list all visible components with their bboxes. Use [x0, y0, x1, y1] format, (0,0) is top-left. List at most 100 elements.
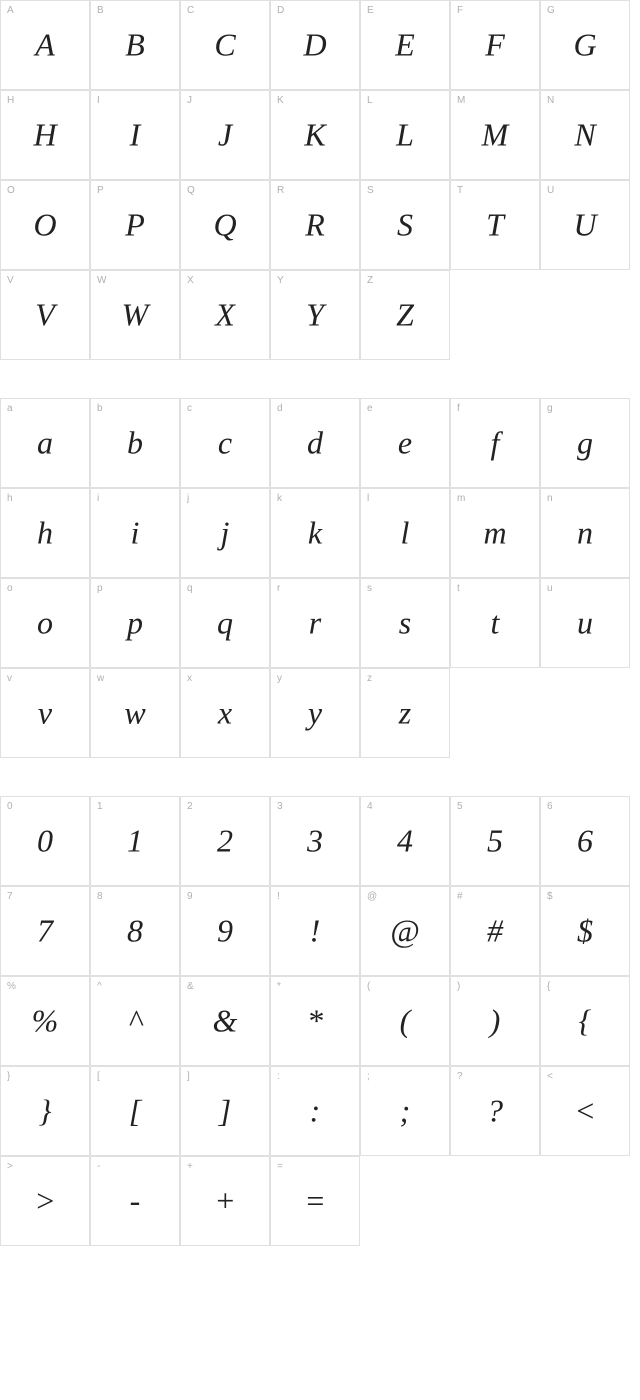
- glyph-cell[interactable]: GG: [540, 0, 630, 90]
- glyph-cell[interactable]: AA: [0, 0, 90, 90]
- glyph-display: H: [33, 117, 56, 154]
- glyph-cell[interactable]: NN: [540, 90, 630, 180]
- glyph-cell[interactable]: oo: [0, 578, 90, 668]
- glyph-label: <: [547, 1071, 553, 1082]
- glyph-cell[interactable]: <<: [540, 1066, 630, 1156]
- glyph-cell[interactable]: MM: [450, 90, 540, 180]
- glyph-cell[interactable]: KK: [270, 90, 360, 180]
- glyph-cell[interactable]: uu: [540, 578, 630, 668]
- glyph-cell[interactable]: TT: [450, 180, 540, 270]
- glyph-cell[interactable]: ^^: [90, 976, 180, 1066]
- glyph-cell[interactable]: aa: [0, 398, 90, 488]
- glyph-label: #: [457, 891, 463, 902]
- glyph-cell[interactable]: YY: [270, 270, 360, 360]
- glyph-cell[interactable]: 11: [90, 796, 180, 886]
- glyph-cell[interactable]: DD: [270, 0, 360, 90]
- glyph-cell[interactable]: @@: [360, 886, 450, 976]
- glyph-cell[interactable]: **: [270, 976, 360, 1066]
- glyph-display: 1: [127, 823, 143, 860]
- glyph-cell[interactable]: {{: [540, 976, 630, 1066]
- glyph-cell[interactable]: 22: [180, 796, 270, 886]
- glyph-cell[interactable]: mm: [450, 488, 540, 578]
- glyph-label: F: [457, 5, 463, 16]
- glyph-cell[interactable]: 00: [0, 796, 90, 886]
- glyph-cell[interactable]: II: [90, 90, 180, 180]
- glyph-cell[interactable]: ##: [450, 886, 540, 976]
- glyph-cell[interactable]: ff: [450, 398, 540, 488]
- glyph-cell[interactable]: RR: [270, 180, 360, 270]
- glyph-cell[interactable]: VV: [0, 270, 90, 360]
- glyph-cell[interactable]: tt: [450, 578, 540, 668]
- glyph-cell[interactable]: ((: [360, 976, 450, 1066]
- glyph-cell[interactable]: XX: [180, 270, 270, 360]
- glyph-cell[interactable]: [[: [90, 1066, 180, 1156]
- glyph-cell[interactable]: ]]: [180, 1066, 270, 1156]
- glyph-cell[interactable]: CC: [180, 0, 270, 90]
- glyph-cell[interactable]: qq: [180, 578, 270, 668]
- glyph-cell[interactable]: rr: [270, 578, 360, 668]
- glyph-cell[interactable]: nn: [540, 488, 630, 578]
- glyph-cell[interactable]: WW: [90, 270, 180, 360]
- glyph-cell[interactable]: ++: [180, 1156, 270, 1246]
- glyph-display: -: [130, 1183, 141, 1220]
- glyph-display: f: [491, 425, 500, 462]
- glyph-cell[interactable]: dd: [270, 398, 360, 488]
- glyph-cell[interactable]: JJ: [180, 90, 270, 180]
- glyph-cell[interactable]: QQ: [180, 180, 270, 270]
- glyph-cell[interactable]: OO: [0, 180, 90, 270]
- glyph-cell[interactable]: !!: [270, 886, 360, 976]
- glyph-cell[interactable]: PP: [90, 180, 180, 270]
- glyph-cell[interactable]: 44: [360, 796, 450, 886]
- glyph-label: =: [277, 1161, 283, 1172]
- glyph-cell[interactable]: --: [90, 1156, 180, 1246]
- glyph-cell[interactable]: ee: [360, 398, 450, 488]
- glyph-cell[interactable]: xx: [180, 668, 270, 758]
- glyph-cell[interactable]: BB: [90, 0, 180, 90]
- glyph-cell[interactable]: bb: [90, 398, 180, 488]
- glyph-cell[interactable]: 33: [270, 796, 360, 886]
- glyph-cell[interactable]: LL: [360, 90, 450, 180]
- glyph-cell[interactable]: 99: [180, 886, 270, 976]
- glyph-cell[interactable]: ZZ: [360, 270, 450, 360]
- glyph-cell[interactable]: ;;: [360, 1066, 450, 1156]
- glyph-label: j: [187, 493, 189, 504]
- glyph-cell[interactable]: pp: [90, 578, 180, 668]
- glyph-label: G: [547, 5, 555, 16]
- glyph-cell[interactable]: zz: [360, 668, 450, 758]
- glyph-cell[interactable]: ==: [270, 1156, 360, 1246]
- glyph-cell[interactable]: jj: [180, 488, 270, 578]
- glyph-cell[interactable]: 55: [450, 796, 540, 886]
- glyph-cell[interactable]: ll: [360, 488, 450, 578]
- glyph-cell[interactable]: ii: [90, 488, 180, 578]
- glyph-cell[interactable]: 88: [90, 886, 180, 976]
- glyph-label: U: [547, 185, 554, 196]
- glyph-cell[interactable]: gg: [540, 398, 630, 488]
- glyph-cell[interactable]: ss: [360, 578, 450, 668]
- glyph-cell[interactable]: UU: [540, 180, 630, 270]
- glyph-cell[interactable]: hh: [0, 488, 90, 578]
- glyph-cell[interactable]: }}: [0, 1066, 90, 1156]
- glyph-cell[interactable]: EE: [360, 0, 450, 90]
- glyph-cell[interactable]: yy: [270, 668, 360, 758]
- glyph-cell[interactable]: 77: [0, 886, 90, 976]
- glyph-cell[interactable]: cc: [180, 398, 270, 488]
- glyph-cell[interactable]: &&: [180, 976, 270, 1066]
- glyph-cell[interactable]: 66: [540, 796, 630, 886]
- glyph-cell[interactable]: )): [450, 976, 540, 1066]
- glyph-display: M: [482, 117, 509, 154]
- glyph-label: 7: [7, 891, 13, 902]
- glyph-label: M: [457, 95, 465, 106]
- glyph-cell[interactable]: $$: [540, 886, 630, 976]
- glyph-label: ): [457, 981, 460, 992]
- glyph-cell[interactable]: ??: [450, 1066, 540, 1156]
- glyph-cell[interactable]: ::: [270, 1066, 360, 1156]
- glyph-label: u: [547, 583, 553, 594]
- glyph-cell[interactable]: %%: [0, 976, 90, 1066]
- glyph-cell[interactable]: HH: [0, 90, 90, 180]
- glyph-cell[interactable]: >>: [0, 1156, 90, 1246]
- glyph-cell[interactable]: FF: [450, 0, 540, 90]
- glyph-cell[interactable]: vv: [0, 668, 90, 758]
- glyph-cell[interactable]: ww: [90, 668, 180, 758]
- glyph-cell[interactable]: SS: [360, 180, 450, 270]
- glyph-cell[interactable]: kk: [270, 488, 360, 578]
